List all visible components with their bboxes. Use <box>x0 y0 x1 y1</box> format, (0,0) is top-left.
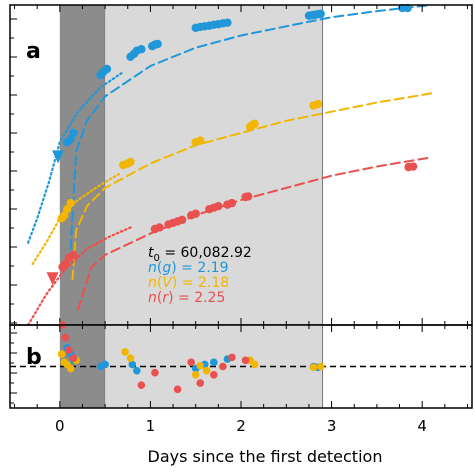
data-point-r <box>192 210 200 218</box>
residual-point-g <box>210 359 218 367</box>
data-point-g <box>137 45 145 53</box>
residual-point-V <box>121 348 129 356</box>
residual-point-r <box>61 334 69 342</box>
data-point-r <box>155 223 163 231</box>
data-point-r <box>244 192 252 200</box>
shaded-region-a-0 <box>60 5 105 325</box>
data-point-r <box>228 199 236 207</box>
residual-point-r <box>187 359 195 367</box>
x-tick-label: 3 <box>327 417 337 435</box>
residual-point-r <box>138 381 146 389</box>
x-tick-label: 2 <box>236 417 246 435</box>
data-point-g <box>317 10 325 18</box>
residual-point-V <box>67 365 75 373</box>
data-point-r <box>214 202 222 210</box>
residual-point-g <box>133 367 141 375</box>
annotation-V: n(V) = 2.18 <box>148 275 229 291</box>
data-point-g <box>103 65 111 73</box>
residual-point-V <box>310 364 318 372</box>
x-tick-label: 1 <box>146 417 156 435</box>
data-point-V <box>250 120 258 128</box>
residual-point-V <box>192 371 200 379</box>
data-point-V <box>196 136 204 144</box>
residual-point-r <box>174 386 182 394</box>
x-tick-label: 4 <box>417 417 427 435</box>
data-point-g <box>223 18 231 26</box>
residual-point-r <box>196 379 204 387</box>
data-point-g <box>153 40 161 48</box>
residual-point-V <box>251 361 259 369</box>
annotation-g: n(g) = 2.19 <box>148 260 229 276</box>
residual-point-r <box>242 356 250 364</box>
residual-point-V <box>196 362 204 370</box>
residual-point-V <box>127 354 135 362</box>
annotation-r: n(r) = 2.25 <box>148 290 225 306</box>
data-point-V <box>66 199 74 207</box>
x-axis-label: Days since the first detection <box>148 447 383 466</box>
x-tick-label: 0 <box>55 417 65 435</box>
data-point-r <box>409 162 417 170</box>
residual-point-r <box>70 354 78 362</box>
data-point-V <box>314 100 322 108</box>
residual-point-V <box>317 363 325 371</box>
residual-point-V <box>203 367 211 375</box>
data-point-r <box>178 216 186 224</box>
residual-point-r <box>219 363 227 371</box>
residual-point-g <box>101 361 109 369</box>
data-point-V <box>126 158 134 166</box>
panel-a: t0 = 60,082.92n(g) = 2.19n(V) = 2.18n(r)… <box>10 4 472 325</box>
residual-point-r <box>151 369 159 377</box>
residual-point-r <box>210 371 218 379</box>
panel-a-label: a <box>26 39 41 64</box>
residual-point-r <box>228 354 236 362</box>
panel-b: 0 1 2 3 4 <box>10 321 472 435</box>
panel-b-label: b <box>26 345 42 370</box>
data-point-g <box>69 129 77 137</box>
data-point-r <box>69 251 77 259</box>
residual-point-V <box>58 350 66 358</box>
residual-point-r <box>65 346 73 354</box>
